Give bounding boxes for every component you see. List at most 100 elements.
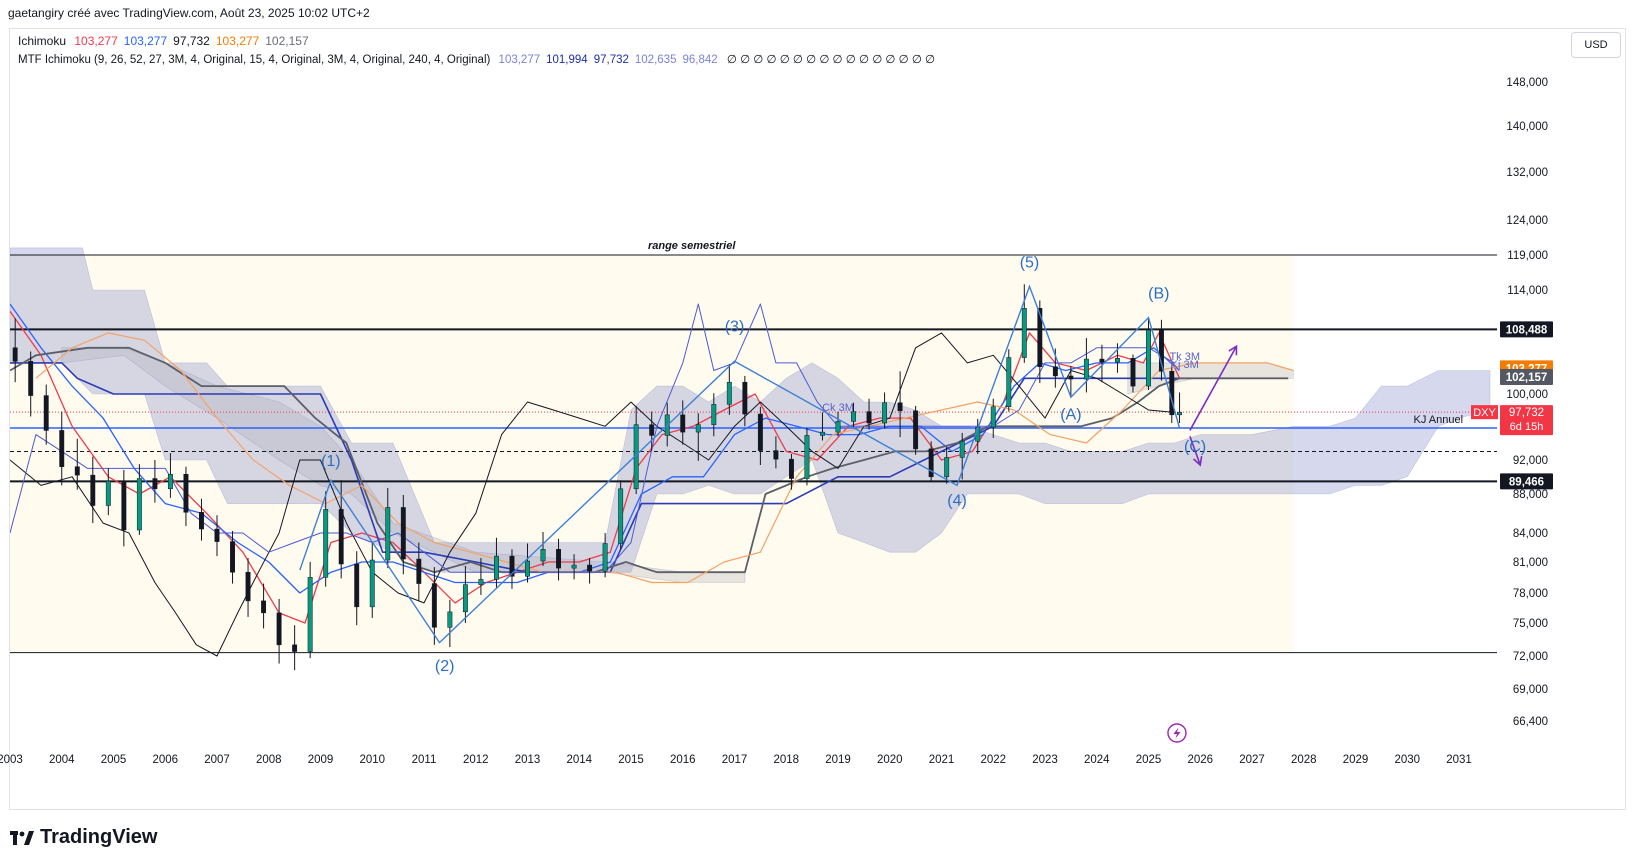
mtf-value-0: 103,277 <box>498 54 541 66</box>
year-tick-6: 2009 <box>308 754 334 766</box>
year-tick-15: 2018 <box>773 754 799 766</box>
candle-8 <box>136 478 142 531</box>
currency-button[interactable]: USD <box>1571 32 1621 58</box>
candle-54 <box>851 411 856 422</box>
year-tick-4: 2007 <box>204 754 230 766</box>
candle-43 <box>680 414 686 433</box>
year-tick-18: 2021 <box>929 754 955 766</box>
last-price-value: 97,732 <box>1509 407 1544 419</box>
year-tick-2: 2005 <box>101 754 127 766</box>
candle-71 <box>1115 358 1120 363</box>
annotation-0: KJ Annuel <box>1414 414 1464 426</box>
candle-35 <box>556 549 561 569</box>
price-tick-13: 72,000 <box>1513 651 1548 663</box>
symbol-badge: DXY <box>1473 407 1496 419</box>
news-lightning-icon <box>1167 723 1187 743</box>
currency-label: USD <box>1584 39 1608 51</box>
candle-72 <box>1130 358 1136 387</box>
candle-58 <box>913 410 919 450</box>
year-tick-12: 2015 <box>618 754 644 766</box>
candle-37 <box>587 564 593 572</box>
candle-38 <box>602 543 608 572</box>
year-tick-0: 2003 <box>0 754 23 766</box>
candle-56 <box>882 402 888 424</box>
price-tick-11: 78,000 <box>1513 588 1548 600</box>
wave-label-5: (A) <box>1060 407 1081 424</box>
indicator-line-3 <box>10 346 1289 574</box>
candle-60 <box>944 457 950 478</box>
candle-15 <box>245 571 251 602</box>
ichimoku-value-1: 103,277 <box>123 34 168 48</box>
chart-attribution: gaetangiry créé avec TradingView.com, Ao… <box>8 6 370 20</box>
ichimoku-legend-name: Ichimoku <box>18 34 67 48</box>
bar-countdown: 6d 15h <box>1510 421 1544 433</box>
candle-76 <box>1177 412 1182 416</box>
candle-51 <box>804 435 810 479</box>
tradingview-logo[interactable]: TradingView <box>10 826 157 849</box>
candle-23 <box>369 559 375 608</box>
price-tick-9: 84,000 <box>1513 528 1548 540</box>
price-tick-6: 100,000 <box>1506 389 1548 401</box>
wave-label-0: (1) <box>321 453 341 470</box>
year-tick-14: 2017 <box>722 754 748 766</box>
candle-21 <box>338 509 344 565</box>
year-tick-9: 2012 <box>463 754 489 766</box>
indicator-line-4 <box>35 332 1294 584</box>
candle-33 <box>525 560 530 577</box>
year-tick-10: 2013 <box>515 754 541 766</box>
elliott-wave-path <box>299 284 1181 644</box>
price-tick-12: 75,000 <box>1513 618 1548 630</box>
candle-29 <box>462 584 468 613</box>
candle-28 <box>447 611 453 628</box>
candle-10 <box>167 474 173 490</box>
last-price-badge-bg <box>1500 405 1553 436</box>
candle-34 <box>540 549 546 562</box>
year-tick-16: 2019 <box>825 754 851 766</box>
year-tick-1: 2004 <box>49 754 75 766</box>
mtf-ichimoku-legend-name: MTF Ichimoku (9, 26, 52, 27, 3M, 4, Orig… <box>18 54 491 66</box>
candle-67 <box>1052 366 1058 377</box>
candle-22 <box>354 563 360 608</box>
price-chart[interactable]: range semestriel (1) (2) (3) (4) (5) (A) (B) (C)… <box>0 0 1634 815</box>
year-tick-7: 2010 <box>359 754 385 766</box>
candle-36 <box>571 564 577 569</box>
year-tick-19: 2022 <box>980 754 1006 766</box>
price-tick-15: 66,400 <box>1513 716 1548 728</box>
year-tick-13: 2016 <box>670 754 696 766</box>
candle-7 <box>121 480 127 531</box>
indicator-line-1 <box>10 303 1180 594</box>
ichimoku-value-0: 103,277 <box>74 34 118 48</box>
year-tick-17: 2020 <box>877 754 903 766</box>
mtf-value-3: 102,635 <box>634 54 677 66</box>
year-tick-21: 2024 <box>1084 754 1110 766</box>
ichimoku-legend[interactable]: Ichimoku 103,277 103,277 97,732 103,277 102,… <box>18 34 315 48</box>
price-tick-1: 140,000 <box>1506 121 1548 133</box>
year-tick-27: 2030 <box>1394 754 1420 766</box>
candle-66 <box>1037 308 1043 367</box>
candle-44 <box>695 424 701 433</box>
candle-19 <box>307 577 313 652</box>
news-lightning-bolt <box>1173 727 1181 739</box>
chart-frame <box>9 28 1626 810</box>
candle-39 <box>618 488 624 544</box>
candle-14 <box>230 541 235 573</box>
candle-45 <box>711 404 717 425</box>
price-badge-2: 102,157 <box>1506 372 1548 384</box>
price-tick-8: 88,000 <box>1513 489 1548 501</box>
mtf-ichimoku-legend-values: 103,277 101,994 97,732 102,635 96,842 <box>499 54 724 66</box>
candle-26 <box>416 558 422 584</box>
candle-63 <box>990 406 996 428</box>
plot-area: range semestriel (1) (2) (3) (4) (5) (A) (B) (C)… <box>10 240 1497 675</box>
ichimoku-value-3: 103,277 <box>215 34 260 48</box>
price-tick-5: 114,000 <box>1507 285 1548 297</box>
candle-27 <box>431 583 437 628</box>
indicator-line-5 <box>10 332 1175 657</box>
candle-5 <box>90 474 96 506</box>
price-badge-0: 108,488 <box>1506 324 1548 336</box>
candle-61 <box>959 441 965 458</box>
price-tick-0: 148,000 <box>1506 77 1548 89</box>
mtf-ichimoku-legend[interactable]: MTF Ichimoku (9, 26, 52, 27, 3M, 4, Orig… <box>18 52 935 66</box>
candle-30 <box>478 579 484 585</box>
price-badge-bg-0 <box>1500 321 1553 338</box>
price-tick-4: 119,000 <box>1507 250 1548 262</box>
